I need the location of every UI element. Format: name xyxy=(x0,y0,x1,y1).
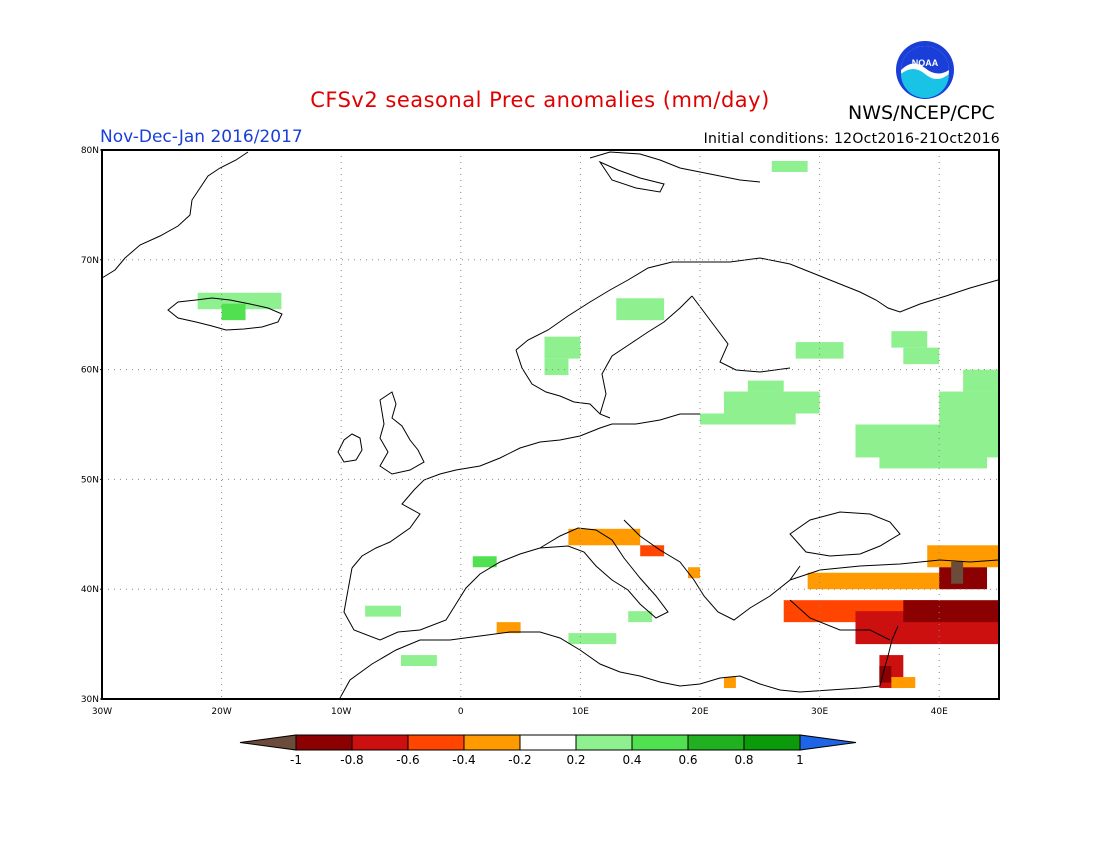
anomaly-cell xyxy=(795,342,844,359)
lat-tick-label: 30N xyxy=(81,695,99,705)
anomaly-cell xyxy=(365,605,401,617)
colorbar-label: -0.8 xyxy=(340,753,363,767)
north-africa-coast xyxy=(339,631,881,699)
anomaly-cell xyxy=(963,369,999,392)
anomaly-cell xyxy=(723,391,820,414)
colorbar-label: -1 xyxy=(290,753,302,767)
lon-tick-label: 0 xyxy=(458,707,464,717)
italy-coast xyxy=(539,527,669,619)
colorbar-segment xyxy=(743,734,801,751)
colorbar-label: -0.4 xyxy=(452,753,475,767)
iceland-coast xyxy=(167,297,283,331)
anomaly-cell xyxy=(688,567,700,579)
finland-coast xyxy=(691,295,791,373)
anomaly-cell xyxy=(951,561,964,584)
europe-coast xyxy=(351,413,700,569)
anomaly-cell xyxy=(723,677,736,689)
colorbar-segment xyxy=(631,734,689,751)
colorbar-segment xyxy=(295,734,353,751)
svalbard-island xyxy=(598,160,665,193)
axis-labels: 30N 40N 50N 60N 70N 80N 30W 20W 10W 0 10E 20E 30E 40E xyxy=(81,146,948,717)
anomaly-cell xyxy=(879,457,988,469)
anomaly-cell xyxy=(496,622,521,634)
anomaly-cell xyxy=(891,677,916,689)
colorbar-label: 0.2 xyxy=(566,753,585,767)
map-title: CFSv2 seasonal Prec anomalies (mm/day) xyxy=(310,88,770,112)
lon-tick-label: 10W xyxy=(331,707,351,717)
initial-conditions-label: Initial conditions: 12Oct2016-21Oct2016 xyxy=(703,131,1000,147)
colorbar-label: 0.8 xyxy=(734,753,753,767)
anomaly-cell xyxy=(903,347,940,365)
lat-tick-label: 60N xyxy=(81,366,99,376)
colorbar-segment xyxy=(687,734,745,751)
coastlines xyxy=(101,151,999,699)
map-frame xyxy=(101,149,1000,700)
balkans-coast xyxy=(623,519,801,621)
iberia-coast xyxy=(343,547,541,641)
greenland-coast xyxy=(101,151,249,279)
lat-tick-label: 50N xyxy=(81,475,99,485)
colorbar: -1 -0.8 -0.6 -0.4 -0.2 0.2 0.4 0.6 0.8 1 xyxy=(239,734,857,767)
black-sea-coast xyxy=(789,511,901,557)
anomaly-cell xyxy=(747,380,784,392)
anomaly-cell xyxy=(401,655,437,667)
colorbar-segment xyxy=(519,734,577,751)
anomaly-cell xyxy=(927,545,999,568)
colorbar-segment xyxy=(575,734,633,751)
anomaly-cell xyxy=(544,336,581,359)
colorbar-segment xyxy=(407,734,465,751)
colorbar-segment xyxy=(351,734,409,751)
anomaly-cell xyxy=(197,292,282,310)
colorbar-label: -0.6 xyxy=(396,753,419,767)
lat-tick-label: 80N xyxy=(81,146,99,156)
scandinavia-coast xyxy=(515,257,999,351)
lat-tick-label: 70N xyxy=(81,256,99,266)
norway-south-coast xyxy=(515,349,611,419)
turkey-south-coast xyxy=(789,599,891,641)
anomaly-cells xyxy=(197,160,999,689)
anomaly-cell xyxy=(472,556,497,568)
levant-coast xyxy=(879,625,899,687)
anomaly-cell xyxy=(807,572,952,590)
anomaly-cell xyxy=(700,413,796,425)
noaa-logo-text: NOAA xyxy=(912,58,939,68)
ireland-coast xyxy=(337,433,363,463)
anomaly-cell xyxy=(771,160,808,172)
colorbar-triangle-low xyxy=(239,734,297,751)
anomaly-cell xyxy=(640,545,665,557)
lon-tick-label: 20E xyxy=(691,707,708,717)
lon-tick-label: 20W xyxy=(211,707,231,717)
anomaly-cell xyxy=(568,633,617,645)
lat-tick-label: 40N xyxy=(81,585,99,595)
britain-coast xyxy=(379,391,425,475)
anomaly-cell xyxy=(939,391,999,425)
anomaly-cell xyxy=(544,358,569,376)
colorbar-label: 0.4 xyxy=(622,753,641,767)
anomaly-cell xyxy=(568,528,641,546)
svalbard-coast xyxy=(589,151,761,183)
anomaly-cell xyxy=(879,666,892,683)
anomaly-cell xyxy=(628,611,653,623)
anomaly-cell xyxy=(221,303,246,321)
anomaly-cell xyxy=(616,298,665,321)
lon-tick-label: 30E xyxy=(811,707,828,717)
colorbar-triangle-high xyxy=(799,734,857,751)
colorbar-label: -0.2 xyxy=(508,753,531,767)
lon-tick-label: 30W xyxy=(92,707,112,717)
colorbar-label: 0.6 xyxy=(678,753,697,767)
anomaly-cell xyxy=(855,424,999,458)
anomaly-cell xyxy=(903,600,999,623)
lon-tick-label: 40E xyxy=(931,707,948,717)
organization-label: NWS/NCEP/CPC xyxy=(848,102,995,124)
baltic-sweden-coast xyxy=(599,295,693,415)
colorbar-label: 1 xyxy=(796,753,804,767)
period-label: Nov-Dec-Jan 2016/2017 xyxy=(100,127,303,147)
anomaly-cell xyxy=(891,331,928,348)
colorbar-segment xyxy=(463,734,521,751)
noaa-logo: NOAA xyxy=(895,40,955,100)
lon-tick-label: 10E xyxy=(572,707,589,717)
